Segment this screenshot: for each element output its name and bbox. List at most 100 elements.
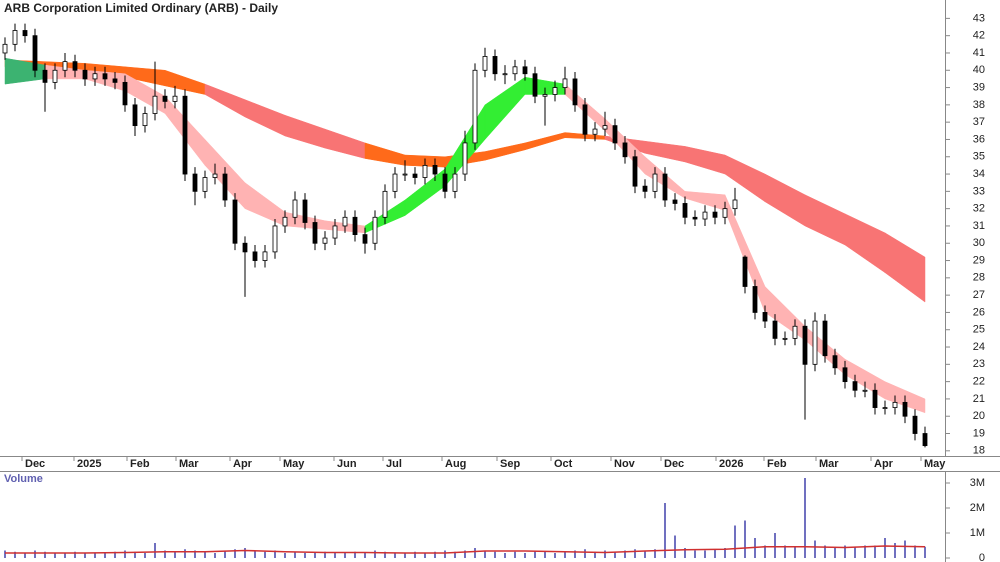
volume-bar	[164, 550, 166, 558]
candle-body	[192, 173, 198, 192]
x-tick-label: 2025	[77, 458, 101, 470]
volume-bar	[394, 553, 396, 558]
candle-body	[82, 69, 88, 80]
volume-bar	[904, 540, 906, 558]
candle-body	[32, 35, 38, 71]
candle-body	[42, 69, 48, 83]
volume-bar	[114, 551, 116, 558]
volume-bar	[244, 548, 246, 558]
candle-body	[752, 286, 758, 313]
volume-bar	[644, 550, 646, 558]
candle-body	[582, 104, 588, 135]
candle-body	[52, 69, 58, 83]
y-tick-label: 28	[973, 272, 985, 284]
candle-body	[502, 73, 508, 76]
candle-body	[182, 95, 188, 175]
volume-bar	[294, 551, 296, 558]
candle-body	[542, 94, 548, 97]
volume-ma	[5, 545, 926, 554]
volume-bar	[104, 553, 106, 558]
candle-body	[682, 203, 688, 218]
volume-bar	[424, 553, 426, 558]
candle-body	[742, 256, 748, 287]
candle-body	[322, 237, 328, 244]
y-tick-label: 41	[973, 47, 985, 59]
y-tick-label: 38	[973, 99, 985, 111]
x-tick-label: Jul	[386, 458, 402, 470]
volume-bar	[794, 546, 796, 558]
y-tick-label: 23	[973, 358, 985, 370]
volume-bar	[324, 551, 326, 558]
candle-body	[362, 234, 368, 244]
volume-bar	[814, 540, 816, 558]
candle-body	[652, 173, 658, 192]
chart-title: ARB Corporation Limited Ordinary (ARB) -…	[4, 1, 278, 15]
volume-bar	[724, 548, 726, 558]
candle-body	[772, 320, 778, 339]
volume-bar	[364, 553, 366, 558]
volume-bar	[354, 551, 356, 558]
volume-bar	[604, 550, 606, 558]
volume-bar	[254, 550, 256, 558]
y-tick-label: 19	[973, 427, 985, 439]
volume-bar	[464, 550, 466, 558]
candle-body	[852, 381, 858, 391]
candle-body	[512, 66, 518, 75]
candle-body	[122, 81, 128, 106]
candle-body	[272, 225, 278, 253]
volume-bar	[374, 550, 376, 558]
candle-body	[112, 78, 118, 83]
candle-body	[792, 325, 798, 339]
volume-bar	[854, 546, 856, 558]
volume-bar	[624, 550, 626, 558]
candle-body	[62, 61, 68, 71]
volume-bar	[94, 553, 96, 558]
x-tick-label: Nov	[614, 458, 636, 470]
volume-bar	[864, 545, 866, 558]
candle-body	[532, 73, 538, 97]
x-tick-label: Apr	[233, 458, 253, 470]
volume-bar	[654, 549, 656, 558]
y-tick-label: 24	[973, 341, 985, 353]
candle-body	[132, 104, 138, 127]
candle-body	[902, 401, 908, 417]
candle-body	[602, 125, 608, 130]
volume-bar	[54, 553, 56, 558]
volume-bar	[924, 546, 926, 558]
candle-body	[12, 30, 18, 45]
candle-body	[352, 216, 358, 235]
volume-bar	[834, 548, 836, 558]
x-tick-label: 2026	[719, 458, 743, 470]
volume-bar	[774, 533, 776, 558]
candle-body	[712, 211, 718, 218]
x-tick-label: Sep	[500, 458, 520, 470]
y-tick-label: 26	[973, 306, 985, 318]
volume-bar	[534, 550, 536, 558]
volume-bar	[44, 551, 46, 558]
volume-bar	[764, 545, 766, 558]
y-tick-label: 1M	[970, 527, 985, 539]
volume-bar	[614, 551, 616, 558]
candle-body	[822, 320, 828, 357]
volume-bar	[224, 550, 226, 558]
candle-body	[162, 95, 168, 102]
y-tick-label: 32	[973, 203, 985, 215]
volume-bar	[554, 553, 556, 558]
candle-body	[802, 325, 808, 365]
volume-bar	[714, 549, 716, 558]
volume-bar	[634, 549, 636, 558]
x-tick-label: Feb	[767, 458, 787, 470]
y-tick-label: 22	[973, 376, 985, 388]
candle-body	[332, 225, 338, 239]
volume-bar	[514, 551, 516, 558]
candle-body	[562, 78, 568, 88]
candle-body	[22, 30, 28, 37]
volume-bar	[144, 553, 146, 558]
x-tick-label: Apr	[874, 458, 894, 470]
volume-bar	[124, 550, 126, 558]
volume-bar	[24, 553, 26, 558]
y-tick-label: 35	[973, 151, 985, 163]
y-tick-label: 2M	[970, 502, 985, 514]
candle-body	[432, 165, 438, 175]
y-tick-label: 21	[973, 393, 985, 405]
